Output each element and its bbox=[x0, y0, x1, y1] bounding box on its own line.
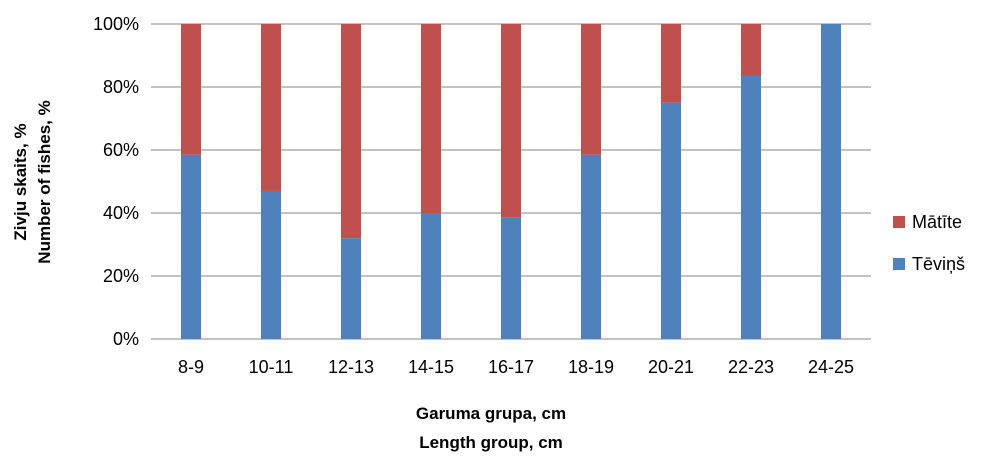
bar-segment bbox=[181, 154, 201, 339]
bar-segment bbox=[661, 24, 681, 103]
x-tick-label: 24-25 bbox=[808, 357, 854, 377]
y-tick-label: 40% bbox=[103, 203, 139, 223]
bar-segment bbox=[501, 24, 521, 218]
y-axis-title-line-2: Number of fishes, % bbox=[35, 100, 54, 263]
bar-segment bbox=[421, 24, 441, 213]
bar-segment bbox=[821, 24, 841, 339]
y-tick-label: 0% bbox=[113, 329, 139, 349]
y-tick-label: 80% bbox=[103, 77, 139, 97]
x-axis-title-line-2: Length group, cm bbox=[419, 433, 563, 452]
x-tick-label: 16-17 bbox=[488, 357, 534, 377]
x-tick-label: 8-9 bbox=[178, 357, 204, 377]
y-axis-title-line-1: Zivju skaits, % bbox=[11, 123, 30, 240]
bar-segment bbox=[261, 190, 281, 339]
bar-segment bbox=[741, 24, 761, 76]
bar-segment bbox=[341, 238, 361, 339]
x-tick-label: 22-23 bbox=[728, 357, 774, 377]
x-tick-label: 18-19 bbox=[568, 357, 614, 377]
bar-segment bbox=[181, 24, 201, 155]
bar-segment bbox=[341, 24, 361, 239]
y-tick-label: 60% bbox=[103, 140, 139, 160]
bar-segment bbox=[501, 217, 521, 339]
legend-swatch bbox=[893, 258, 905, 270]
x-axis-title-line-1: Garuma grupa, cm bbox=[416, 404, 566, 423]
x-tick-label: 14-15 bbox=[408, 357, 454, 377]
y-tick-label: 20% bbox=[103, 266, 139, 286]
y-axis-ticks: 0% 20% 40% 60% 80% 100% bbox=[93, 14, 139, 349]
legend-label: Mātīte bbox=[912, 212, 962, 232]
x-tick-label: 12-13 bbox=[328, 357, 374, 377]
legend: Mātīte Tēviņš bbox=[893, 212, 965, 274]
bar-segment bbox=[581, 24, 601, 155]
bar-segment bbox=[741, 75, 761, 339]
legend-label: Tēviņš bbox=[912, 254, 965, 274]
x-axis-ticks: 8-9 10-11 12-13 14-15 16-17 18-19 20-21 22-23 24… bbox=[178, 357, 854, 377]
x-tick-label: 10-11 bbox=[249, 357, 294, 377]
bar-segment bbox=[581, 154, 601, 339]
bar-segment bbox=[421, 213, 441, 339]
bar-segment bbox=[261, 24, 281, 191]
y-tick-label: 100% bbox=[93, 14, 139, 34]
bar-segment bbox=[661, 102, 681, 339]
bars bbox=[181, 24, 841, 339]
x-tick-label: 20-21 bbox=[648, 357, 694, 377]
legend-swatch bbox=[893, 216, 905, 228]
